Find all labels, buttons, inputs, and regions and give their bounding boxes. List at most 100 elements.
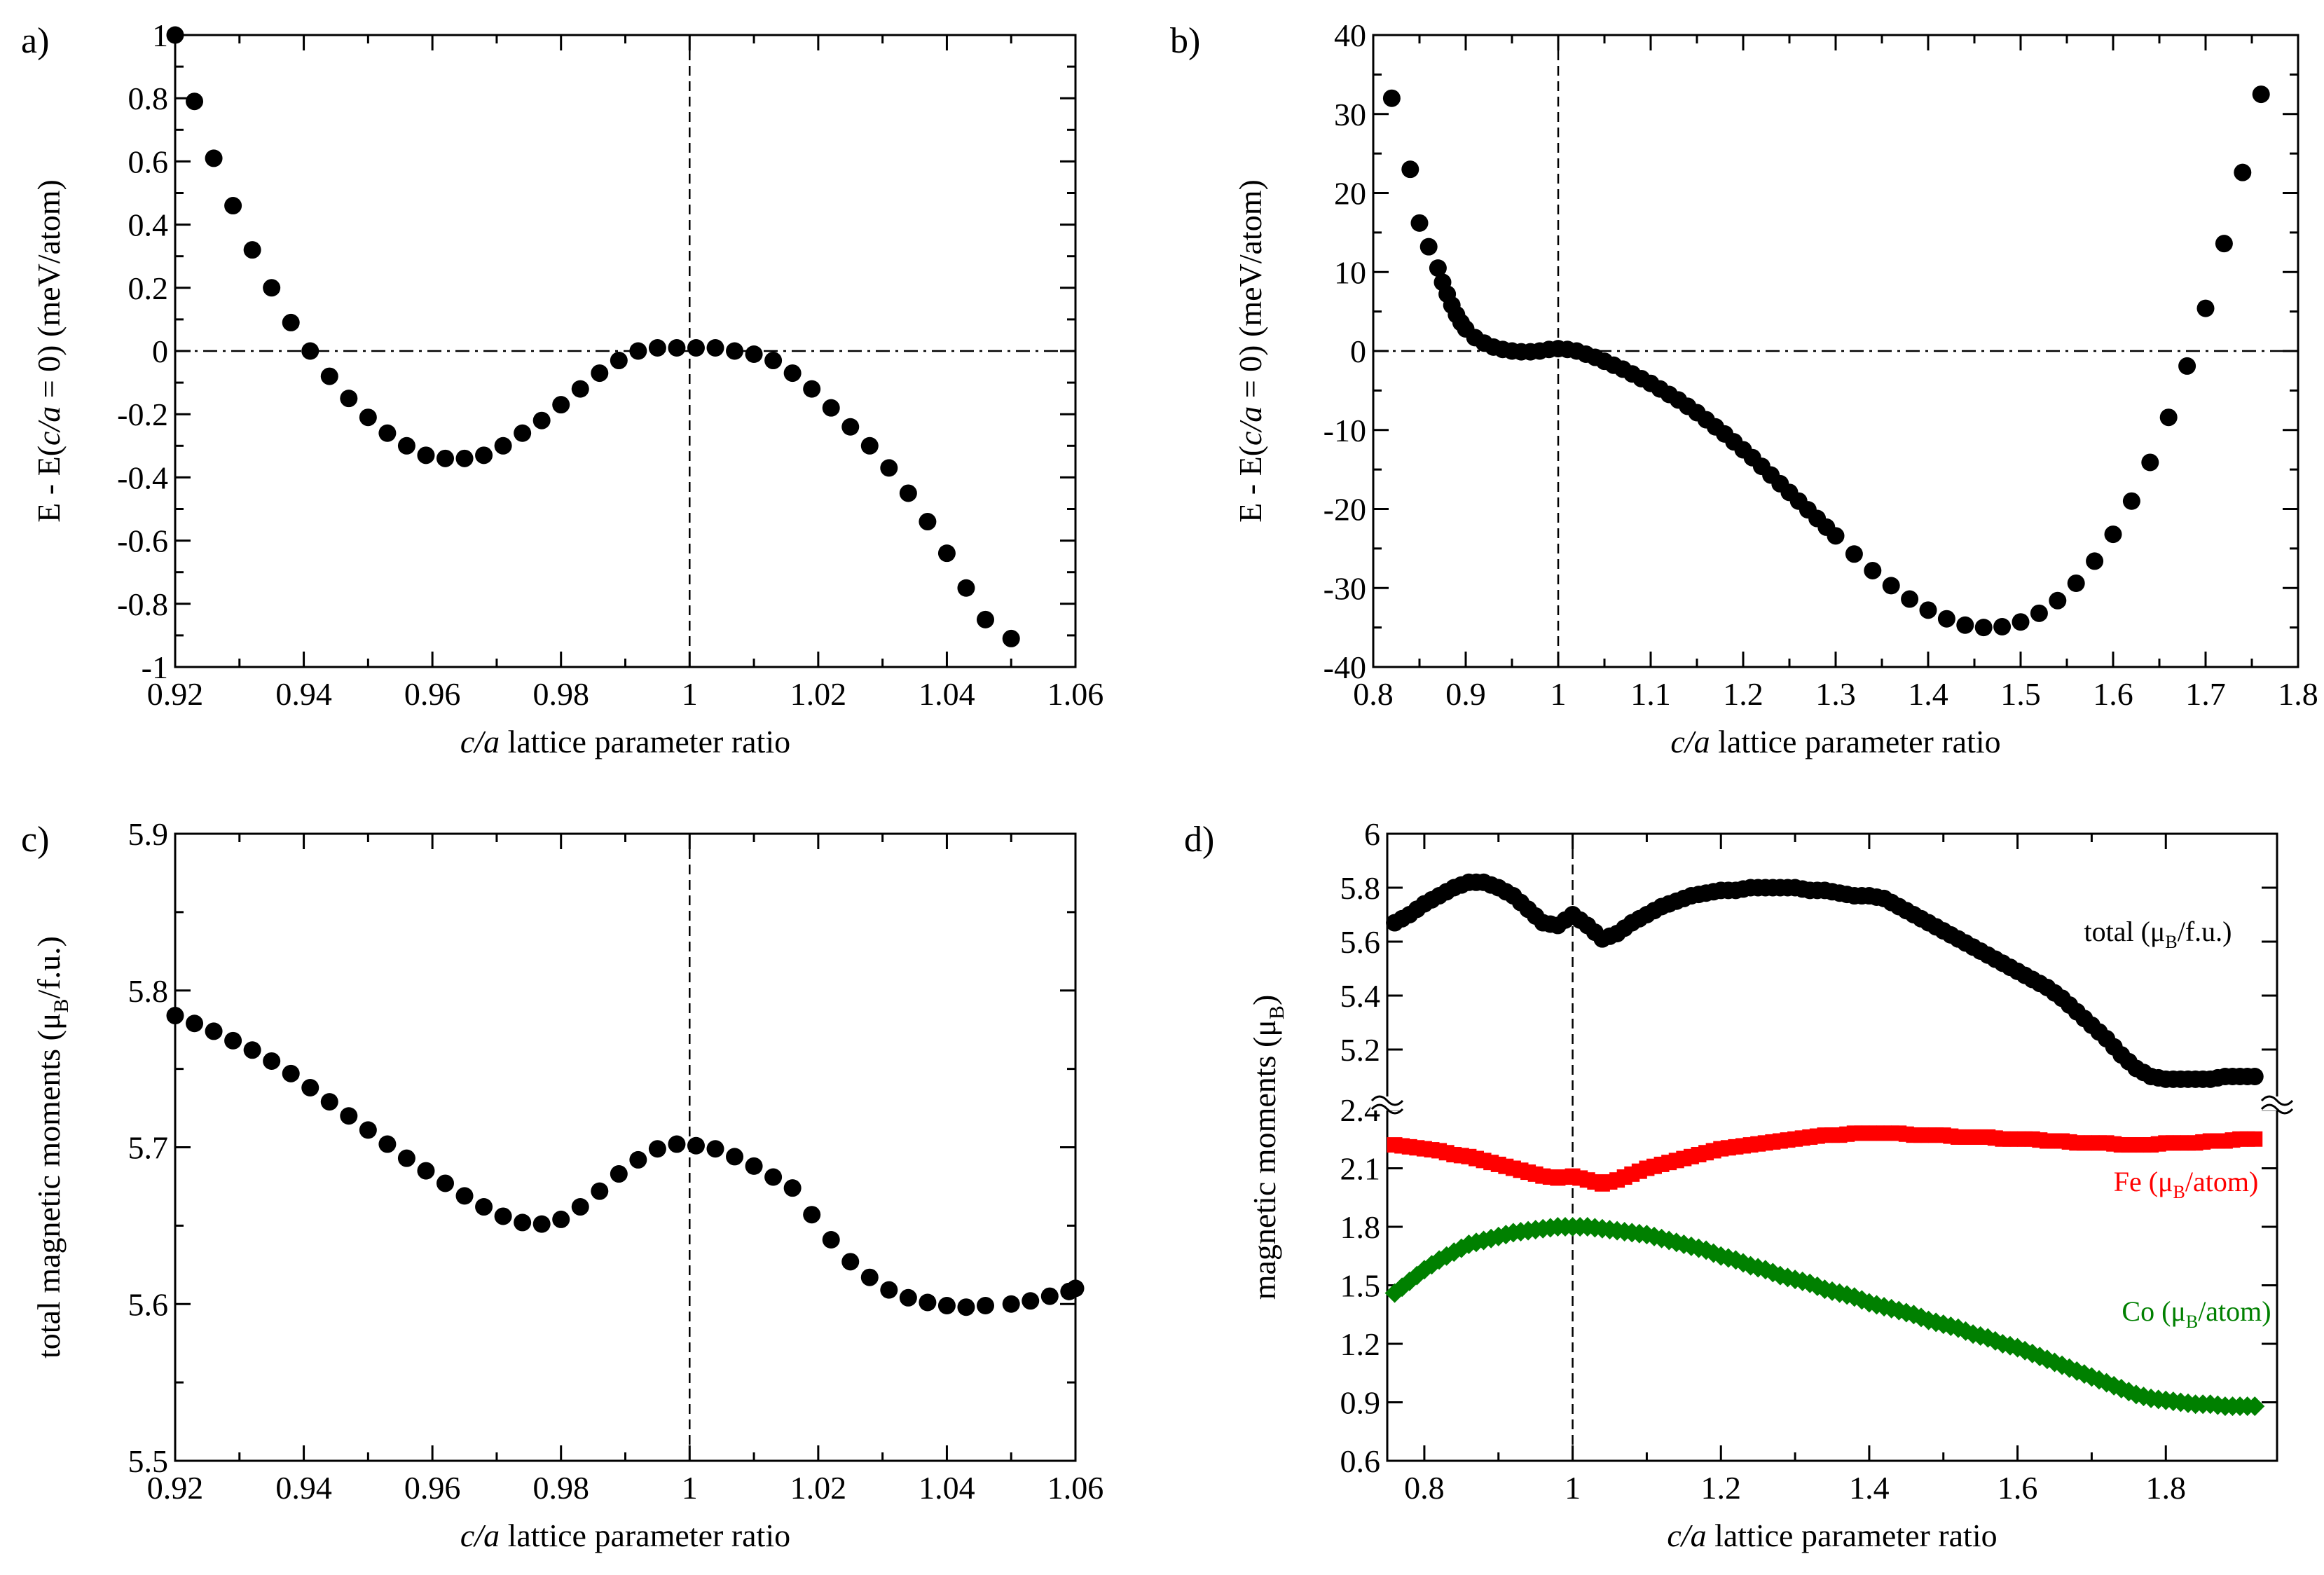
data-point — [745, 1157, 763, 1175]
data-point — [436, 449, 454, 467]
data-point — [2247, 1131, 2263, 1147]
x-tick-label: 1 — [682, 1470, 698, 1506]
data-point — [668, 338, 686, 357]
data-point — [436, 1174, 454, 1192]
x-tick-label: 0.92 — [147, 676, 204, 712]
data-point — [417, 446, 435, 465]
y-tick-label: 1.2 — [1340, 1326, 1381, 1362]
x-tick-label: 1.06 — [1047, 676, 1104, 712]
x-tick-label: 0.96 — [404, 676, 461, 712]
data-point — [455, 1187, 474, 1205]
x-tick-label: 0.94 — [275, 676, 332, 712]
y-tick-label: 0 — [1350, 333, 1366, 369]
data-point — [571, 1198, 589, 1216]
y-tick-label: -20 — [1323, 492, 1366, 528]
data-point — [166, 26, 184, 44]
x-tick-label: 1.2 — [1723, 676, 1763, 712]
axis-break-mark — [1370, 1095, 1404, 1106]
data-point — [841, 418, 860, 436]
series-annotation: Co (μB/atom) — [2122, 1295, 2271, 1332]
data-point — [282, 313, 300, 331]
x-axis-label: c/a lattice parameter ratio — [460, 724, 790, 759]
data-point — [803, 380, 821, 398]
data-point — [822, 1231, 840, 1249]
y-tick-label: 0.4 — [128, 207, 169, 243]
x-tick-label: 0.94 — [275, 1470, 332, 1506]
data-point — [243, 241, 261, 259]
data-point — [378, 1135, 397, 1153]
y-tick-label: 5.6 — [1340, 924, 1381, 960]
data-point — [591, 364, 609, 383]
data-point — [880, 1281, 898, 1299]
data-point — [2234, 163, 2252, 181]
x-tick-label: 1.04 — [919, 676, 975, 712]
data-point — [301, 1078, 319, 1096]
x-tick-label: 0.98 — [532, 1470, 589, 1506]
x-tick-label: 0.96 — [404, 1470, 461, 1506]
y-tick-label: -10 — [1323, 413, 1366, 448]
axis-break-gap — [2260, 1096, 2294, 1110]
series-annotation: total (μB/f.u.) — [2084, 916, 2232, 952]
data-point — [783, 364, 802, 383]
data-point — [2030, 604, 2048, 622]
data-point — [1022, 1292, 1040, 1310]
data-point — [919, 513, 937, 531]
panel-label: c) — [21, 820, 49, 860]
data-point — [2178, 357, 2196, 375]
series — [166, 1007, 1085, 1316]
data-point — [629, 342, 647, 360]
y-tick-label: 1 — [152, 18, 168, 53]
data-point — [166, 1007, 184, 1025]
y-tick-label: 0.9 — [1340, 1385, 1381, 1421]
data-point — [1919, 601, 1937, 619]
data-point — [937, 544, 956, 563]
series — [1386, 873, 2264, 1088]
series — [1382, 85, 2270, 637]
data-point — [186, 1015, 204, 1033]
y-axis-label: total magnetic moments (μB/f.u.) — [31, 936, 73, 1359]
y-tick-label: 5.8 — [1340, 870, 1381, 906]
x-tick-label: 1.1 — [1630, 676, 1671, 712]
data-point — [841, 1253, 860, 1271]
y-tick-label: 1.8 — [1340, 1209, 1381, 1245]
data-point — [186, 92, 204, 111]
plot-frame — [174, 832, 1077, 1462]
y-tick-label: 5.8 — [128, 973, 169, 1009]
x-tick-label: 1 — [1551, 676, 1567, 712]
data-point — [591, 1182, 609, 1200]
axis-break-mark — [2260, 1103, 2294, 1115]
x-tick-label: 1.8 — [2146, 1470, 2187, 1506]
chart-panel-b: 0.8 0.9 1 1.1 1.2 1.3 1.4 1.5 1.6 1.7 1.8 c/a latti… — [1170, 18, 2318, 759]
data-point — [340, 1107, 358, 1125]
data-point — [1882, 577, 1900, 595]
data-point — [359, 408, 377, 427]
x-tick-label: 1 — [1565, 1470, 1581, 1506]
y-tick-label: 5.2 — [1340, 1032, 1381, 1068]
y-tick-label: -0.8 — [117, 586, 168, 622]
data-point — [745, 345, 763, 364]
series-annotation: Fe (μB/atom) — [2114, 1166, 2259, 1202]
data-point — [532, 411, 551, 429]
y-tick-label: -0.6 — [117, 523, 168, 559]
data-point — [224, 1031, 242, 1050]
data-point — [514, 1213, 532, 1232]
x-tick-label: 1.8 — [2278, 676, 2318, 712]
axis-break-gap — [1370, 1096, 1404, 1110]
series — [1384, 1217, 2265, 1417]
data-point — [378, 424, 397, 442]
data-point — [1937, 610, 1955, 628]
data-point — [1845, 545, 1863, 563]
y-tick-label: 20 — [1334, 176, 1366, 212]
x-tick-label: 1.3 — [1815, 676, 1856, 712]
data-point — [706, 1140, 724, 1158]
y-tick-label: 10 — [1334, 254, 1366, 290]
y-tick-label: -30 — [1323, 570, 1366, 606]
panel-label: a) — [21, 21, 49, 61]
data-point — [475, 1198, 493, 1216]
data-point — [687, 1136, 705, 1155]
data-point — [783, 1179, 802, 1197]
data-point — [2196, 299, 2215, 317]
data-point — [282, 1064, 300, 1082]
panel-label: d) — [1184, 820, 1214, 860]
data-point — [1002, 1295, 1020, 1313]
